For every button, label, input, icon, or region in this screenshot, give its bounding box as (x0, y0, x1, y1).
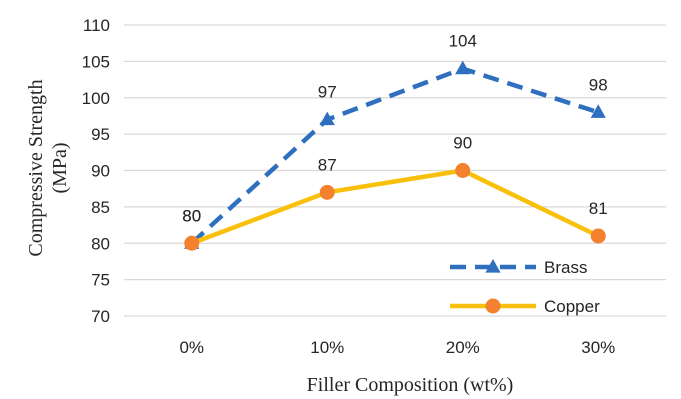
y-tick-label: 80 (91, 234, 110, 253)
x-tick-labels: 0% 10% 20% 30% (179, 338, 615, 357)
x-tick-label: 10% (310, 338, 344, 357)
y-tick-label: 85 (91, 198, 110, 217)
x-tick-label: 0% (179, 338, 204, 357)
copper-point (184, 235, 200, 251)
legend-brass-marker (485, 259, 501, 273)
gridlines (124, 24, 666, 317)
brass-data-label: 104 (449, 32, 477, 51)
x-axis-title: Filler Composition (wt%) (307, 374, 514, 396)
y-tick-label: 95 (91, 125, 110, 144)
y-axis-title-line1: Compressive Strength (25, 79, 47, 256)
x-tick-label: 20% (446, 338, 480, 357)
series-layer (184, 60, 606, 251)
copper-data-label: 90 (453, 134, 472, 153)
y-tick-label: 100 (82, 89, 110, 108)
brass-point (319, 111, 335, 126)
y-tick-label: 105 (82, 52, 110, 71)
brass-point (455, 60, 471, 75)
y-axis-title-line2: (MPa) (49, 142, 71, 193)
y-tick-labels: 70 75 80 85 90 95 100 105 110 (82, 16, 110, 326)
y-tick-label: 110 (83, 16, 110, 35)
brass-data-label: 98 (589, 75, 608, 94)
brass-data-label: 97 (318, 83, 337, 102)
copper-data-label: 80 (182, 206, 201, 225)
y-tick-label: 75 (91, 271, 110, 290)
y-tick-label: 90 (91, 162, 110, 181)
copper-point (455, 163, 471, 178)
y-tick-label: 70 (91, 307, 110, 326)
legend-copper-label: Copper (544, 297, 600, 316)
copper-series-line (190, 168, 600, 246)
copper-data-label: 81 (589, 199, 608, 218)
x-tick-label: 30% (581, 338, 615, 357)
legend-brass-label: Brass (544, 258, 587, 277)
brass-point (590, 104, 606, 118)
copper-point (319, 184, 335, 200)
copper-point (590, 228, 606, 244)
brass-data-label: 80 (182, 206, 201, 225)
legend-copper-marker (485, 298, 501, 314)
legend: Brass Copper (450, 258, 600, 316)
brass-series-line (190, 66, 599, 245)
copper-data-label: 87 (318, 155, 337, 174)
